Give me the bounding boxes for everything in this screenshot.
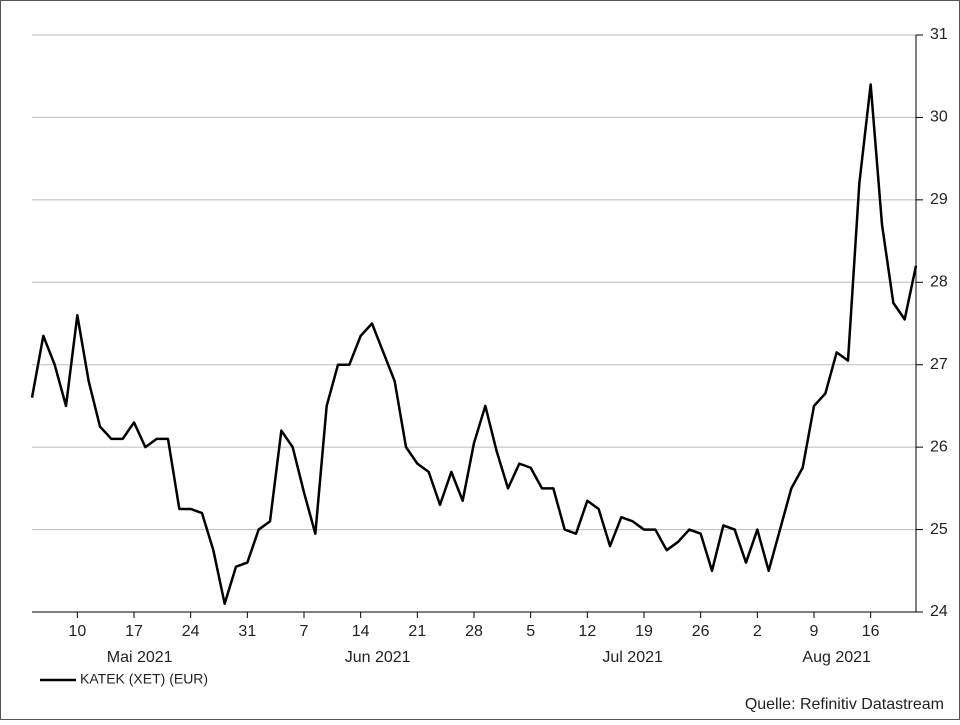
x-tick-label: 14 [352,623,370,640]
x-tick-label: 24 [182,623,200,640]
x-tick-label: 16 [862,623,880,640]
y-tick-label: 30 [930,109,948,126]
y-tick-label: 28 [930,274,948,291]
x-tick-label: 12 [578,623,596,640]
month-label: Jun 2021 [345,649,411,666]
month-label: Mai 2021 [107,649,173,666]
x-tick-label: 2 [753,623,762,640]
y-tick-label: 24 [930,603,948,620]
y-tick-label: 27 [930,356,948,373]
x-tick-label: 26 [692,623,710,640]
x-tick-label: 28 [465,623,483,640]
month-label: Aug 2021 [802,649,871,666]
x-tick-label: 19 [635,623,653,640]
x-tick-label: 21 [408,623,426,640]
y-tick-label: 26 [930,438,948,455]
x-tick-label: 17 [125,623,143,640]
x-tick-label: 31 [238,623,256,640]
y-tick-label: 31 [930,26,948,43]
y-tick-label: 25 [930,521,948,538]
y-tick-label: 29 [930,191,948,208]
price-line [30,83,918,606]
month-label: Jul 2021 [602,649,663,666]
source-note: Quelle: Refinitiv Datastream [745,696,944,713]
legend-label: KATEK (XET) (EUR) [80,671,208,687]
x-tick-label: 7 [300,623,309,640]
x-tick-label: 10 [68,623,86,640]
x-tick-label: 9 [810,623,819,640]
x-tick-label: 5 [526,623,535,640]
